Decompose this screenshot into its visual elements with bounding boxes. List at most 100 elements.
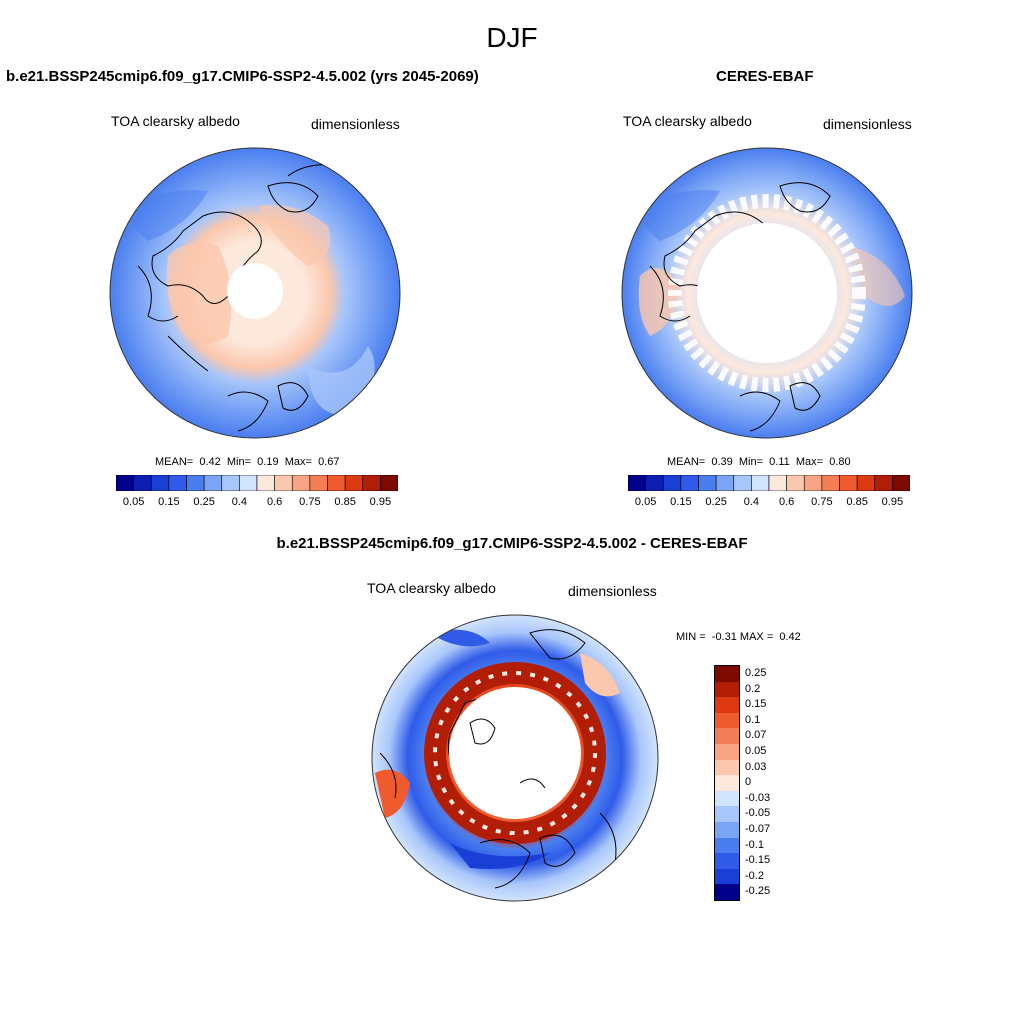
diff-colorbar-swatch	[715, 806, 739, 822]
colorbar-swatch	[239, 475, 258, 491]
panel1-variable: TOA clearsky albedo	[111, 113, 240, 129]
diff-colorbar-tick-label: -0.25	[745, 885, 771, 898]
colorbar-swatch	[892, 475, 910, 491]
diff-colorbar-swatch	[715, 681, 739, 698]
colorbar-tick-label: 0.15	[158, 496, 180, 508]
colorbar-swatch	[256, 475, 275, 491]
colorbar-swatch	[362, 475, 381, 491]
colorbar-tick-label: 0.75	[811, 496, 833, 508]
colorbar-swatch	[168, 475, 187, 491]
colorbar-tick-label: 0.25	[705, 496, 727, 508]
diff-colorbar-swatch	[715, 837, 739, 854]
diff-minmax: MIN = -0.31 MAX = 0.42	[676, 631, 801, 643]
colorbar-swatch	[645, 475, 664, 491]
colorbar-swatch	[133, 475, 152, 491]
colorbar-tick-label: 0.85	[846, 496, 868, 508]
colorbar-swatch	[116, 475, 134, 491]
colorbar-tick-label: 0.95	[369, 496, 392, 508]
diff-colorbar-swatch	[715, 728, 739, 744]
colorbar-tick-label: 0.15	[670, 496, 692, 508]
diff-colorbar-tick-label: 0	[745, 776, 752, 789]
panel1-units: dimensionless	[311, 116, 400, 132]
panel2-polar-map	[621, 147, 913, 439]
diff-colorbar-swatch	[715, 712, 739, 729]
diff-colorbar-tick-label: -0.05	[745, 807, 771, 820]
colorbar-swatch	[768, 475, 787, 491]
panel1-title: b.e21.BSSP245cmip6.f09_g17.CMIP6-SSP2-4.…	[6, 68, 479, 85]
panel2-colorbar	[628, 475, 910, 491]
colorbar-tick-label: 0.6	[778, 496, 795, 508]
colorbar-tick-label: 0.85	[334, 496, 356, 508]
panel1-polar-map	[109, 147, 401, 439]
colorbar-swatch	[751, 475, 770, 491]
diff-title: b.e21.BSSP245cmip6.f09_g17.CMIP6-SSP2-4.…	[276, 535, 748, 552]
colorbar-swatch	[856, 475, 876, 491]
diff-colorbar-tick-label: 0.07	[745, 729, 767, 742]
diff-variable: TOA clearsky albedo	[367, 580, 496, 596]
diff-colorbar	[714, 665, 740, 901]
colorbar-swatch	[221, 475, 240, 491]
colorbar-swatch	[274, 475, 293, 491]
panel2-title: CERES-EBAF	[716, 68, 814, 85]
colorbar-swatch	[344, 475, 364, 491]
colorbar-swatch	[715, 475, 735, 491]
diff-colorbar-swatch	[715, 821, 739, 838]
colorbar-swatch	[733, 475, 752, 491]
panel1-polar-gap	[227, 263, 283, 319]
colorbar-tick-label: 0.05	[634, 496, 657, 508]
season-title: DJF	[486, 22, 538, 53]
panel1-colorbar-labels: 0.05 0.15 0.25 0.4 0.6 0.75 0.85 0.95	[116, 496, 398, 510]
diff-colorbar-swatch	[715, 697, 739, 713]
panel2-colorbar-labels: 0.05 0.15 0.25 0.4 0.6 0.75 0.85 0.95	[628, 496, 910, 510]
colorbar-tick-label: 0.75	[299, 496, 321, 508]
colorbar-swatch	[698, 475, 717, 491]
diff-colorbar-swatch	[715, 853, 739, 869]
diff-colorbar-tick-label: -0.07	[745, 823, 771, 836]
diff-colorbar-swatch	[715, 775, 739, 791]
diff-colorbar-tick-label: 0.05	[745, 745, 767, 758]
diff-colorbar-tick-label: 0.1	[745, 713, 761, 726]
colorbar-tick-label: 0.05	[122, 496, 145, 508]
diff-colorbar-tick-label: 0.15	[745, 698, 767, 711]
colorbar-swatch	[380, 475, 398, 491]
colorbar-swatch	[821, 475, 840, 491]
diff-units: dimensionless	[568, 583, 657, 599]
colorbar-swatch	[874, 475, 893, 491]
colorbar-swatch	[628, 475, 646, 491]
diff-colorbar-tick-label: 0.25	[745, 667, 767, 680]
colorbar-swatch	[186, 475, 205, 491]
diff-polar-map	[371, 614, 659, 902]
diff-colorbar-swatch	[715, 743, 739, 760]
diff-colorbar-swatch	[715, 884, 739, 900]
panel2-variable: TOA clearsky albedo	[623, 113, 752, 129]
diff-colorbar-tick-label: 0.03	[745, 760, 767, 773]
panel2-units: dimensionless	[823, 116, 912, 132]
panel2-polar-gap	[697, 223, 837, 363]
diff-colorbar-tick-label: 0.2	[745, 682, 761, 695]
panel2-stats: MEAN= 0.39 Min= 0.11 Max= 0.80	[667, 456, 851, 468]
colorbar-swatch	[662, 475, 682, 491]
colorbar-swatch	[327, 475, 346, 491]
diff-arctic-islands	[469, 718, 546, 789]
colorbar-swatch	[150, 475, 170, 491]
diff-colorbar-swatch	[715, 759, 739, 776]
diff-polar-gap	[449, 687, 581, 819]
colorbar-swatch	[309, 475, 328, 491]
diff-colorbar-swatch	[715, 790, 739, 807]
colorbar-swatch	[291, 475, 311, 491]
diff-colorbar-swatch	[715, 868, 739, 885]
panel1-stats: MEAN= 0.42 Min= 0.19 Max= 0.67	[155, 456, 340, 468]
colorbar-swatch	[839, 475, 858, 491]
diff-colorbar-tick-label: -0.2	[745, 869, 764, 882]
colorbar-tick-label: 0.6	[266, 496, 283, 508]
colorbar-tick-label: 0.4	[231, 496, 248, 508]
diff-colorbar-tick-label: -0.15	[745, 854, 771, 867]
colorbar-tick-label: 0.4	[743, 496, 760, 508]
colorbar-swatch	[680, 475, 699, 491]
colorbar-swatch	[803, 475, 823, 491]
diff-colorbar-tick-label: -0.1	[745, 838, 764, 851]
colorbar-tick-label: 0.25	[193, 496, 215, 508]
diff-colorbar-tick-label: -0.03	[745, 791, 771, 804]
diff-colorbar-swatch	[715, 666, 739, 682]
colorbar-tick-label: 0.95	[881, 496, 904, 508]
